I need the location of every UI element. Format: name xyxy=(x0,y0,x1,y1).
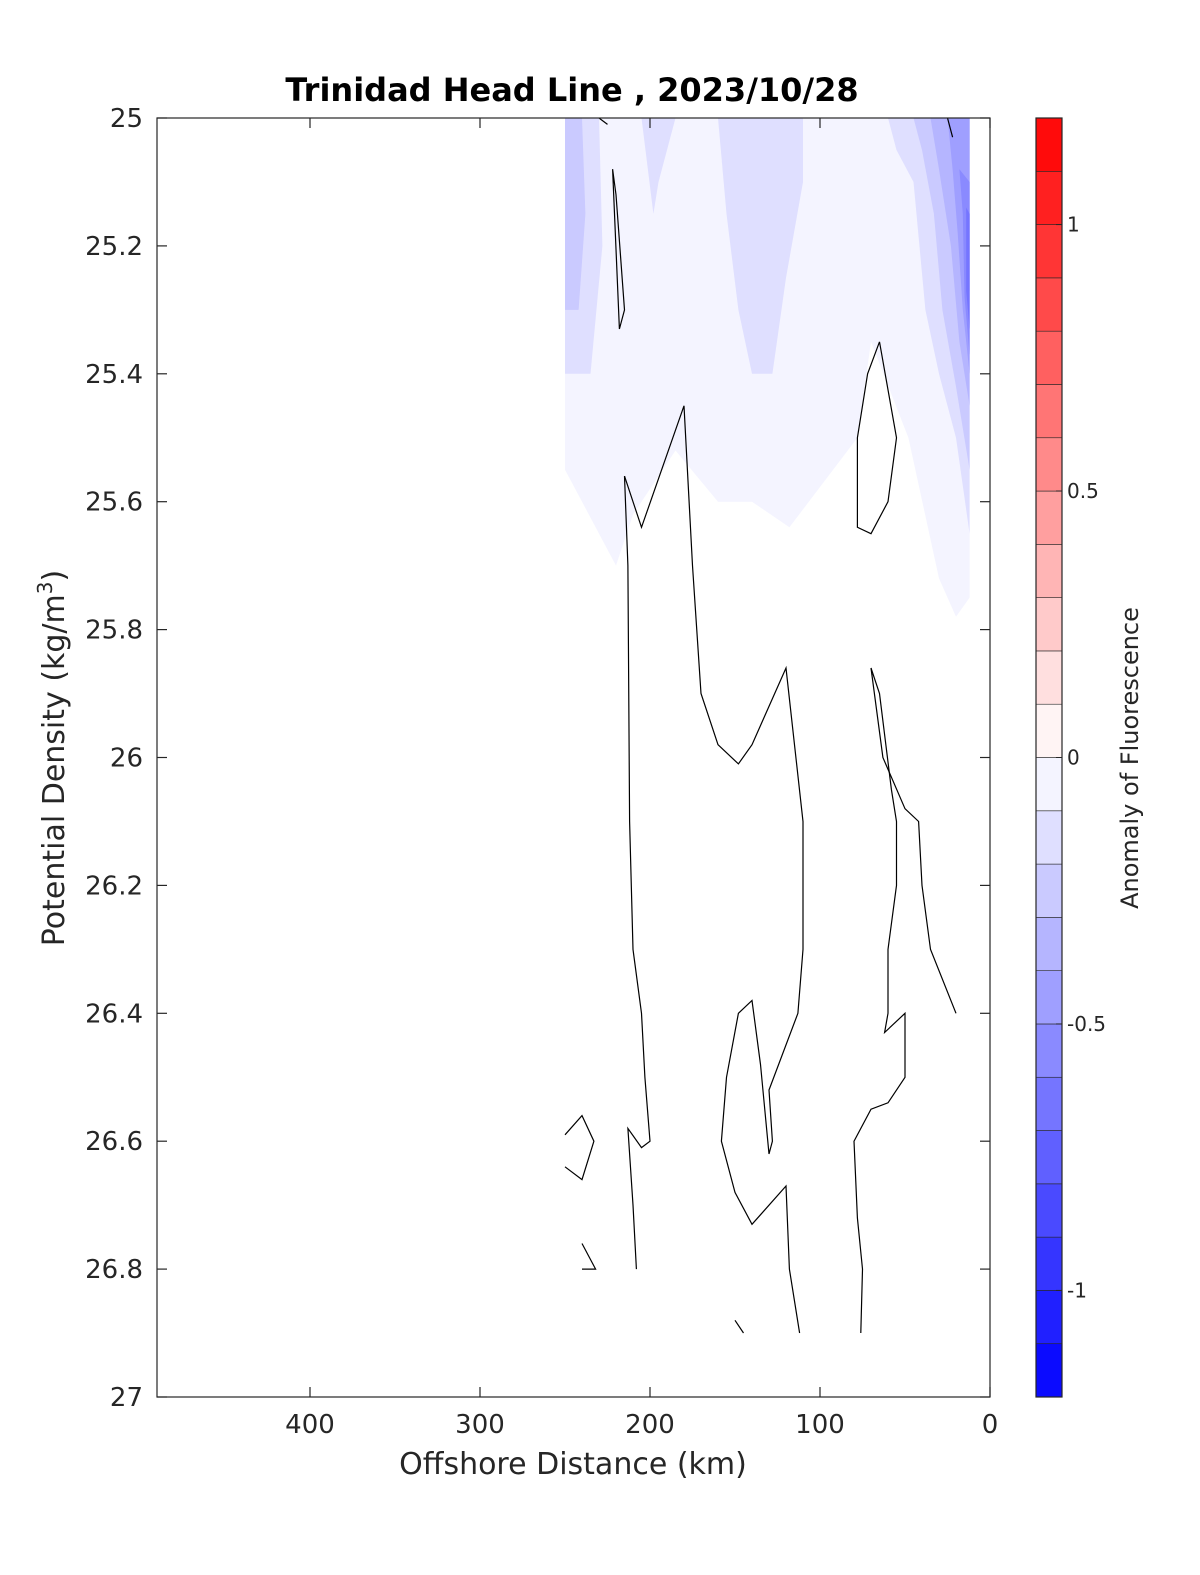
y-axis-label-superscript: 3 xyxy=(33,581,57,594)
colorbar-tick-label: 1 xyxy=(1067,213,1080,237)
colorbar-block xyxy=(1035,117,1063,172)
x-tick-label: 100 xyxy=(795,1410,845,1440)
zero-contour-line-9 xyxy=(853,667,906,1334)
zero-contour-line-0 xyxy=(612,169,626,330)
zero-contour-line-4 xyxy=(623,476,651,1270)
y-tick-label: 27 xyxy=(110,1383,143,1413)
colorbar-block xyxy=(1035,703,1063,758)
colorbar-block xyxy=(1035,384,1063,439)
colorbar-block xyxy=(1035,544,1063,598)
colorbar-block xyxy=(1035,330,1063,385)
colorbar-block xyxy=(1035,757,1063,812)
zero-contour-line-2 xyxy=(946,118,954,138)
y-axis-label: Potential Density (kg/m3) xyxy=(33,570,72,946)
filled-region-2 xyxy=(641,118,676,214)
y-axis-label-main: Potential Density (kg/m xyxy=(37,594,72,946)
zero-contour-line-8 xyxy=(856,341,898,535)
colorbar-block xyxy=(1035,490,1063,545)
x-axis-label: Offshore Distance (km) xyxy=(399,1447,747,1482)
zero-contour-line-5 xyxy=(564,1114,595,1181)
y-tick-label: 26.8 xyxy=(85,1255,143,1285)
filled-region-5 xyxy=(565,118,586,310)
plot-area: 400 300 200 100 0 25 25.2 25.4 25.6 25.8 26 26.2 26… xyxy=(85,104,998,1440)
zero-contour-line-3 xyxy=(623,405,804,1334)
filled-region-10 xyxy=(966,207,970,329)
colorbar-block xyxy=(1035,224,1063,279)
colorbar-block xyxy=(1035,917,1063,971)
colorbar-tick-label: -0.5 xyxy=(1067,1012,1106,1036)
chart-title: Trinidad Head Line , 2023/10/28 xyxy=(285,71,858,109)
colorbar-block xyxy=(1035,1183,1063,1238)
colorbar-block xyxy=(1035,810,1063,865)
x-tick-label: 200 xyxy=(625,1410,675,1440)
y-tick-label: 25 xyxy=(110,104,143,134)
colorbar-block xyxy=(1035,1343,1063,1398)
y-tick-label: 25.2 xyxy=(85,232,143,262)
colorbar-block xyxy=(1035,863,1063,918)
filled-region-3 xyxy=(718,118,803,374)
colorbar-block xyxy=(1035,597,1063,652)
colorbar-tick-label: 0 xyxy=(1067,746,1080,770)
colorbar-label: Anomaly of Fluorescence xyxy=(1116,607,1144,909)
colorbar-block xyxy=(1035,1023,1063,1078)
y-tick-label: 26.6 xyxy=(85,1127,143,1157)
colorbar-block xyxy=(1035,1130,1063,1185)
colorbar: 1 0.5 0 -0.5 -1 xyxy=(1035,117,1106,1398)
colorbar-block xyxy=(1035,1076,1063,1131)
zero-contour-line-10 xyxy=(870,667,957,1014)
zero-contour-line-6 xyxy=(581,1243,597,1270)
colorbar-block xyxy=(1035,277,1063,332)
x-tick-label: 400 xyxy=(285,1410,335,1440)
zero-contour-line-1 xyxy=(598,118,608,125)
y-tick-label: 25.8 xyxy=(85,616,143,646)
colorbar-tick-label: 0.5 xyxy=(1067,479,1099,503)
zero-contour-line-7 xyxy=(734,1319,744,1334)
x-tick-label: 0 xyxy=(982,1410,999,1440)
colorbar-block xyxy=(1035,1236,1063,1291)
colorbar-block xyxy=(1035,970,1063,1025)
colorbar-tick-label: -1 xyxy=(1067,1278,1087,1302)
y-tick-label: 25.6 xyxy=(85,488,143,518)
y-axis-label-close: ) xyxy=(37,570,72,582)
y-tick-label: 26 xyxy=(110,744,143,774)
y-tick-label: 26.2 xyxy=(85,871,143,901)
colorbar-block xyxy=(1035,650,1063,705)
y-tick-label: 26.4 xyxy=(85,999,143,1029)
colorbar-block xyxy=(1035,437,1063,492)
colorbar-block xyxy=(1035,170,1063,225)
y-tick-label: 25.4 xyxy=(85,360,143,390)
colorbar-block xyxy=(1035,1290,1063,1345)
x-tick-label: 300 xyxy=(455,1410,505,1440)
